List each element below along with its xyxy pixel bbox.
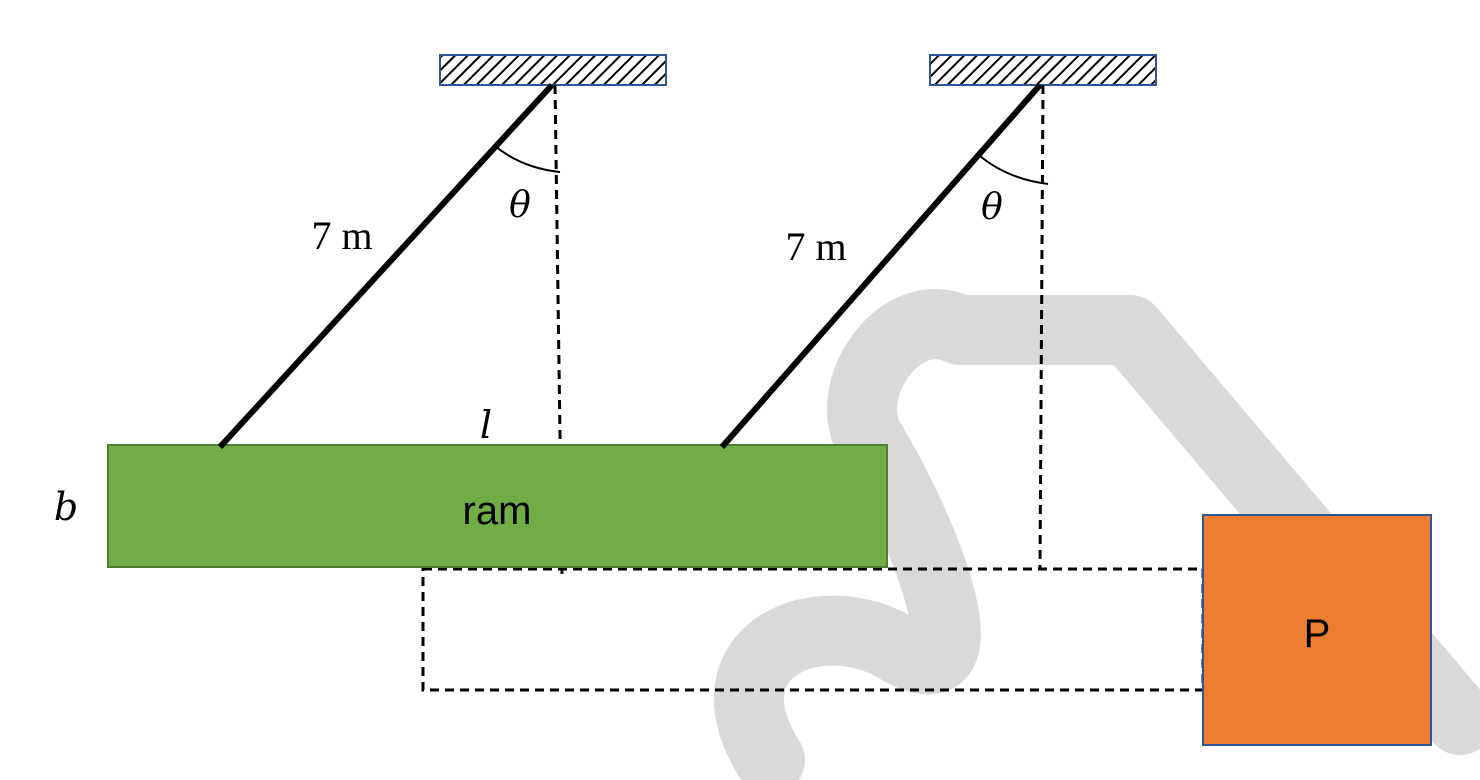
left-angle-label: θ (509, 185, 531, 226)
right-ceiling-support (929, 54, 1157, 86)
left-angle-arc (494, 145, 561, 173)
left-ceiling-support (439, 54, 667, 86)
left-length-label: 7 m (311, 213, 372, 258)
ram-label: ram (463, 489, 532, 533)
right-angle-arc (979, 155, 1049, 185)
block-p (1202, 514, 1432, 746)
watermark (714, 289, 1480, 780)
block-label: P (1304, 612, 1331, 656)
right-angle-label: θ (981, 187, 1003, 228)
ram-body (107, 444, 888, 568)
right-vertical-reference (1038, 84, 1045, 569)
left-cable (217, 82, 555, 450)
ram-length-symbol: l (480, 403, 492, 447)
right-length-label: 7 m (785, 224, 846, 269)
right-cable (719, 83, 1043, 449)
ram-width-symbol: b (54, 485, 78, 529)
